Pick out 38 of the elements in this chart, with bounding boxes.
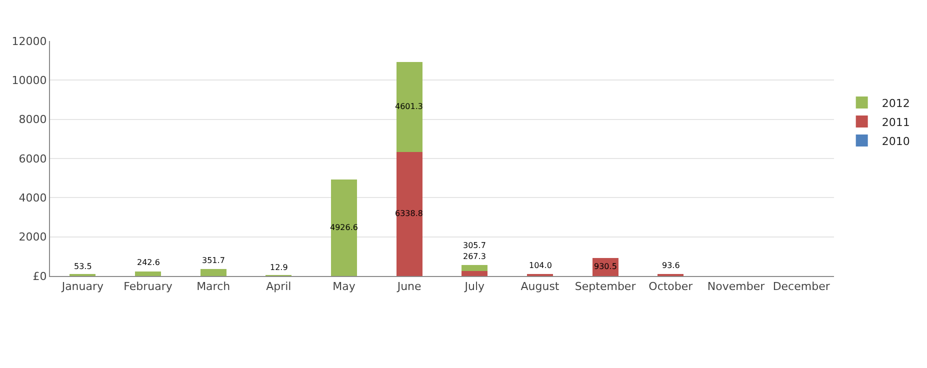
y-tick-label: 8000	[18, 113, 47, 126]
x-tick-label: October	[648, 280, 694, 294]
legend-label: 2011	[882, 116, 910, 129]
bar	[396, 62, 422, 152]
bar	[200, 269, 226, 276]
x-tick-label: March	[196, 280, 230, 294]
data-label: 53.5	[74, 262, 92, 271]
data-label: 242.6	[137, 258, 160, 267]
legend-label: 2010	[882, 134, 910, 148]
data-label: 351.7	[202, 256, 225, 265]
data-label: 305.7	[463, 241, 486, 250]
x-tick-label: January	[60, 280, 104, 294]
y-tick-label: 4000	[18, 192, 47, 205]
bar	[134, 271, 162, 276]
data-label: 93.6	[662, 261, 680, 270]
y-tick-label: 6000	[18, 152, 47, 166]
bar	[330, 180, 358, 276]
x-tick-label: June	[396, 280, 422, 294]
y-tick-label: £0	[32, 270, 47, 283]
y-tick-label: 2000	[18, 230, 47, 244]
x-tick-label: December	[772, 280, 830, 294]
x-tick-label: November	[707, 280, 766, 294]
data-label: 12.9	[270, 263, 288, 272]
x-tick-label: May	[332, 280, 356, 294]
legend-label: 2012	[882, 96, 910, 110]
x-tick-label: February	[124, 280, 173, 294]
x-tick-label: September	[574, 280, 636, 294]
data-label: 267.3	[463, 252, 486, 261]
x-tick-label: August	[520, 280, 560, 294]
bar	[462, 264, 488, 271]
data-label: 930.5	[594, 262, 617, 271]
x-tick-label: April	[266, 280, 292, 294]
data-label: 104.0	[529, 261, 552, 270]
y-tick-label: 12000	[12, 34, 47, 48]
bar	[462, 270, 488, 276]
y-tick-label: 10000	[12, 74, 47, 88]
x-tick-label: July	[464, 280, 486, 294]
bar	[396, 152, 422, 276]
